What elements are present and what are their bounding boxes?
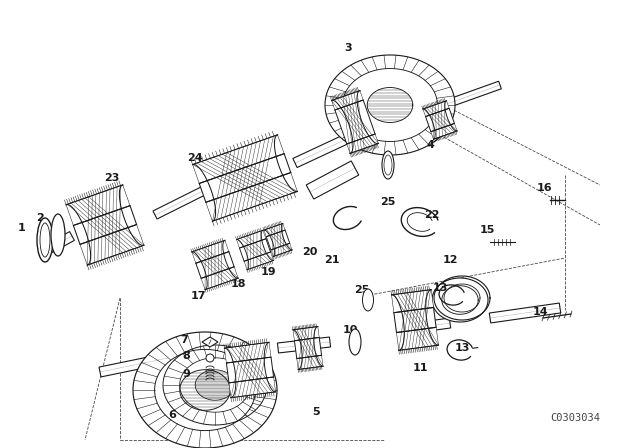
Polygon shape: [297, 355, 323, 370]
Text: 10: 10: [342, 325, 358, 335]
Polygon shape: [193, 135, 284, 183]
Polygon shape: [490, 303, 561, 323]
Text: 11: 11: [412, 363, 428, 373]
Polygon shape: [153, 186, 207, 219]
Ellipse shape: [349, 329, 361, 355]
Polygon shape: [264, 224, 285, 237]
Polygon shape: [202, 337, 218, 347]
Text: 7: 7: [180, 335, 188, 345]
Text: 3: 3: [344, 43, 352, 53]
Text: 19: 19: [260, 267, 276, 277]
Polygon shape: [306, 161, 359, 199]
Ellipse shape: [384, 155, 392, 175]
Polygon shape: [271, 243, 292, 257]
Polygon shape: [294, 337, 321, 358]
Polygon shape: [74, 206, 136, 244]
Text: 25: 25: [355, 285, 370, 295]
Polygon shape: [80, 224, 144, 265]
Polygon shape: [394, 307, 436, 332]
Text: 4: 4: [298, 330, 306, 340]
Polygon shape: [225, 342, 271, 363]
Text: 9: 9: [182, 369, 190, 379]
Text: 17: 17: [190, 291, 205, 301]
Text: 4: 4: [426, 140, 434, 150]
Polygon shape: [201, 267, 238, 290]
Polygon shape: [432, 278, 488, 322]
Text: 25: 25: [380, 197, 396, 207]
Polygon shape: [133, 332, 277, 448]
Text: 6: 6: [168, 410, 176, 420]
Text: 22: 22: [424, 210, 440, 220]
Text: 23: 23: [104, 173, 120, 183]
Ellipse shape: [362, 289, 374, 311]
Text: 1: 1: [18, 223, 26, 233]
Polygon shape: [392, 289, 433, 313]
Text: 18: 18: [230, 279, 246, 289]
Text: 16: 16: [537, 183, 553, 193]
Polygon shape: [293, 130, 357, 168]
Polygon shape: [163, 345, 267, 425]
Ellipse shape: [382, 151, 394, 179]
Polygon shape: [237, 230, 266, 248]
Text: 13: 13: [432, 283, 448, 293]
Polygon shape: [423, 101, 449, 116]
Polygon shape: [47, 232, 74, 252]
Polygon shape: [396, 327, 438, 350]
Polygon shape: [426, 108, 454, 132]
Text: 2: 2: [36, 213, 44, 223]
Polygon shape: [244, 252, 273, 270]
Polygon shape: [99, 353, 169, 377]
Polygon shape: [266, 230, 290, 250]
Text: 13: 13: [454, 343, 470, 353]
Circle shape: [206, 354, 214, 362]
Text: 24: 24: [187, 153, 203, 163]
Polygon shape: [196, 252, 234, 278]
Text: 12: 12: [442, 255, 458, 265]
Text: 20: 20: [302, 247, 317, 257]
Polygon shape: [199, 154, 291, 202]
Polygon shape: [229, 377, 276, 398]
Polygon shape: [277, 337, 331, 353]
Ellipse shape: [51, 214, 65, 256]
Ellipse shape: [37, 218, 53, 262]
Text: 8: 8: [182, 351, 190, 361]
Polygon shape: [347, 134, 378, 153]
Polygon shape: [325, 55, 455, 155]
Polygon shape: [66, 185, 130, 225]
Text: 14: 14: [532, 307, 548, 317]
Polygon shape: [431, 123, 457, 139]
Text: 5: 5: [312, 407, 320, 417]
Polygon shape: [192, 240, 229, 263]
Polygon shape: [239, 239, 271, 261]
Polygon shape: [293, 327, 319, 341]
Text: C0303034: C0303034: [550, 413, 600, 423]
Polygon shape: [429, 81, 501, 114]
Polygon shape: [227, 357, 274, 383]
Polygon shape: [399, 318, 451, 335]
Polygon shape: [335, 100, 375, 144]
Polygon shape: [206, 172, 298, 221]
Text: 21: 21: [324, 255, 340, 265]
Text: 15: 15: [479, 225, 495, 235]
Ellipse shape: [40, 223, 50, 257]
Polygon shape: [332, 90, 364, 110]
